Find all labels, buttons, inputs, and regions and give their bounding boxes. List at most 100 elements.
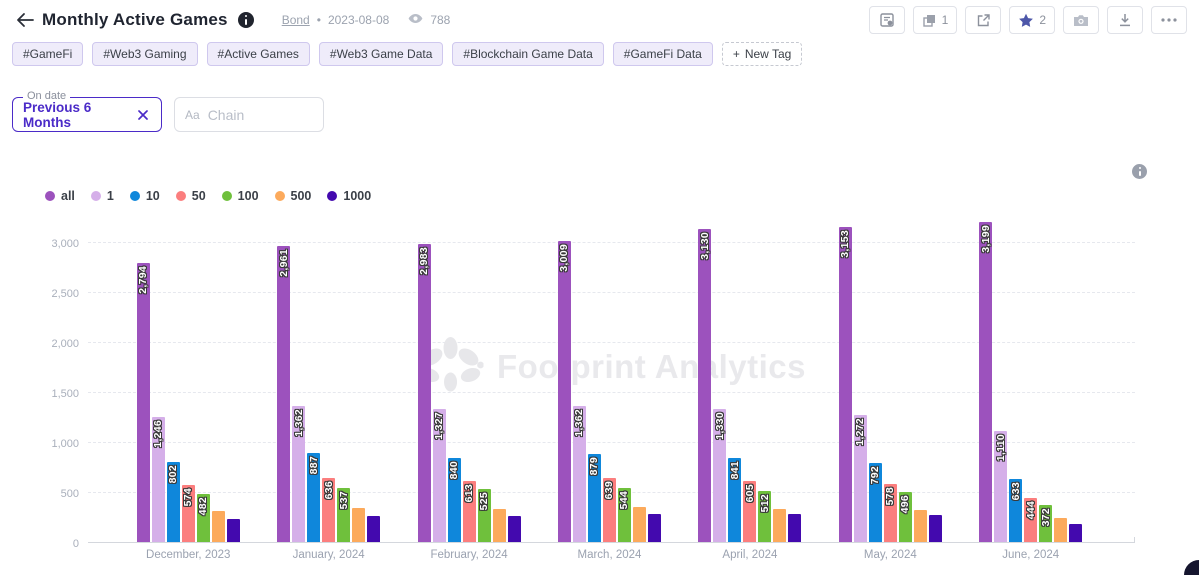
bar-1[interactable]: 1,327: [432, 409, 446, 542]
back-button[interactable]: [14, 9, 36, 31]
bar-10[interactable]: 840: [447, 458, 461, 542]
bar-1000[interactable]: [647, 514, 661, 542]
bar-1[interactable]: 1,272: [853, 415, 867, 542]
bar-value-label: 3,130: [698, 232, 711, 260]
tag-pill[interactable]: #Web3 Gaming: [92, 42, 198, 66]
bar-50[interactable]: 636: [322, 478, 336, 542]
bar-100[interactable]: 544: [617, 488, 631, 542]
new-tag-button[interactable]: + New Tag: [721, 42, 803, 66]
bar-1000[interactable]: [507, 516, 521, 542]
bar-50[interactable]: 444: [1024, 498, 1038, 542]
x-axis-line: [88, 542, 1135, 543]
bar-10[interactable]: 792: [868, 463, 882, 542]
date-filter[interactable]: On date Previous 6 Months: [12, 90, 162, 132]
tag-pill[interactable]: #Active Games: [206, 42, 310, 66]
clear-date-icon[interactable]: [135, 107, 151, 123]
bar-all[interactable]: 3,009: [557, 241, 571, 542]
bar-500[interactable]: [773, 509, 787, 542]
toolbar: 1 2: [868, 6, 1187, 34]
bar-group-4: 3,009 1,362 879 639 544: [539, 223, 679, 542]
bar-10[interactable]: 887: [307, 453, 321, 542]
bar-group-2: 2,961 1,362 887 636 537: [258, 223, 398, 542]
bar-50[interactable]: 605: [743, 481, 757, 542]
bar-all[interactable]: 3,153: [838, 227, 852, 542]
bar-100[interactable]: 482: [196, 494, 210, 542]
y-axis-tick-label: 2,500: [51, 287, 79, 300]
tag-pill[interactable]: #GameFi Data: [612, 42, 713, 66]
chain-input[interactable]: [207, 106, 308, 123]
bar-500[interactable]: [211, 511, 225, 542]
legend-item-10[interactable]: 10: [129, 189, 160, 203]
bar-100[interactable]: 537: [337, 488, 351, 542]
bar-100[interactable]: 496: [898, 492, 912, 542]
legend-dot: [90, 191, 101, 201]
legend-item-1[interactable]: 1: [90, 189, 114, 203]
bar-all[interactable]: 3,199: [979, 222, 993, 542]
more-button[interactable]: [1151, 6, 1187, 34]
bar-10[interactable]: 879: [587, 454, 601, 542]
duplicate-button[interactable]: 1: [912, 6, 958, 34]
bar-1[interactable]: 1,362: [572, 406, 586, 542]
bar-50[interactable]: 613: [462, 481, 476, 542]
bar-500[interactable]: [352, 508, 366, 542]
tag-pill[interactable]: #Blockchain Game Data: [452, 42, 604, 66]
bar-10[interactable]: 633: [1009, 479, 1023, 542]
x-axis-label: April, 2024: [722, 549, 778, 561]
chart-info-icon[interactable]: [1132, 164, 1147, 179]
y-axis-tick-label: 1,000: [51, 437, 79, 450]
bar-100[interactable]: 512: [758, 491, 772, 542]
legend-item-500[interactable]: 500: [274, 189, 311, 203]
bar-all[interactable]: 2,961: [277, 246, 291, 542]
bar-500[interactable]: [492, 509, 506, 542]
x-axis-label: May, 2024: [863, 549, 917, 561]
legend-item-50[interactable]: 50: [175, 189, 206, 203]
title-info-icon[interactable]: [237, 12, 254, 28]
bar-1[interactable]: 1,362: [292, 406, 306, 542]
bar-1[interactable]: 1,330: [713, 409, 727, 542]
filters-row: On date Previous 6 Months Aa: [12, 90, 324, 132]
bar-500[interactable]: [632, 507, 646, 542]
bar-all[interactable]: 2,983: [417, 244, 431, 542]
bar-value-label: 1,110: [994, 434, 1007, 462]
screenshot-button[interactable]: [1063, 6, 1099, 34]
bar-50[interactable]: 639: [602, 478, 616, 542]
plus-icon: +: [732, 47, 740, 61]
x-axis-label: December, 2023: [146, 549, 231, 561]
bar-1[interactable]: 1,246: [151, 417, 165, 542]
star-button[interactable]: 2: [1009, 6, 1055, 34]
resize-corner[interactable]: [1184, 560, 1199, 575]
legend-label: 1: [106, 189, 114, 203]
bar-1000[interactable]: [788, 514, 802, 542]
bar-value-label: 2,794: [137, 266, 150, 294]
author-link[interactable]: Bond: [281, 13, 310, 27]
bar-100[interactable]: 372: [1039, 505, 1053, 542]
bar-500[interactable]: [1054, 518, 1068, 542]
bar-1000[interactable]: [367, 516, 381, 542]
bar-10[interactable]: 841: [728, 458, 742, 542]
bar-1000[interactable]: [928, 515, 942, 542]
bar-500[interactable]: [913, 510, 927, 542]
bar-value-label: 792: [869, 466, 882, 485]
bar-1000[interactable]: [226, 519, 240, 542]
bar-50[interactable]: 578: [883, 484, 897, 542]
bar-100[interactable]: 525: [477, 489, 491, 542]
bar-1000[interactable]: [1069, 524, 1083, 542]
share-button[interactable]: [965, 6, 1002, 34]
bar-value-label: 1,246: [152, 420, 165, 448]
legend-dot: [274, 191, 285, 201]
bar-all[interactable]: 2,794: [136, 263, 150, 542]
bar-10[interactable]: 802: [166, 462, 180, 542]
tag-pill[interactable]: #Web3 Game Data: [318, 42, 444, 66]
legend-item-100[interactable]: 100: [221, 189, 259, 203]
legend-item-all[interactable]: all: [45, 189, 75, 203]
report-button[interactable]: [868, 6, 905, 34]
legend-label: 1000: [343, 189, 372, 203]
bar-1[interactable]: 1,110: [994, 431, 1008, 542]
download-button[interactable]: [1107, 6, 1143, 34]
tag-pill[interactable]: #GameFi: [12, 42, 84, 66]
chain-filter[interactable]: Aa: [174, 97, 324, 132]
bar-all[interactable]: 3,130: [698, 229, 712, 542]
bar-50[interactable]: 574: [181, 485, 195, 542]
legend-item-1000[interactable]: 1000: [327, 189, 371, 203]
bar-value-label: 574: [182, 488, 195, 507]
